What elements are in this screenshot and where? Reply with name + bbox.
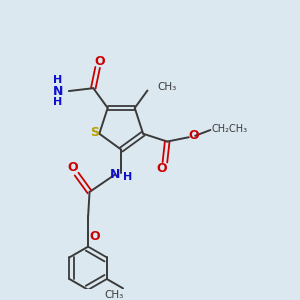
Text: CH₃: CH₃ [105, 290, 124, 300]
Text: O: O [189, 129, 199, 142]
Text: O: O [157, 162, 167, 175]
Text: H: H [123, 172, 132, 182]
Text: O: O [94, 55, 105, 68]
Text: CH₂CH₃: CH₂CH₃ [212, 124, 248, 134]
Text: N: N [53, 85, 63, 98]
Text: S: S [91, 126, 100, 139]
Text: O: O [89, 230, 100, 243]
Text: CH₃: CH₃ [158, 82, 177, 92]
Text: O: O [68, 161, 79, 174]
Text: H: H [53, 75, 62, 85]
Text: H: H [53, 97, 62, 107]
Text: N: N [110, 168, 120, 181]
